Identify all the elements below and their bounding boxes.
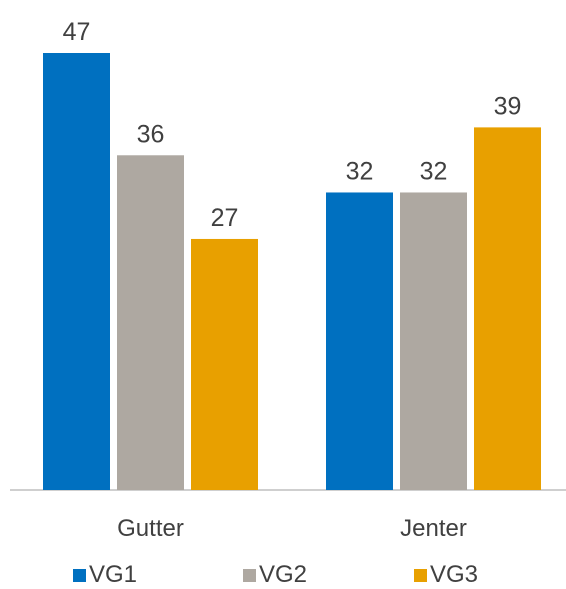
- value-label-vg2-jenter: 32: [420, 157, 448, 185]
- legend-label-vg1: VG1: [89, 561, 138, 588]
- bar-chart: 47 36 27 32 32 39 Gutter Jenter: [10, 18, 566, 542]
- legend-swatch-vg2: [243, 568, 256, 582]
- bar-vg3-jenter: [474, 127, 541, 490]
- legend-item-vg2: VG2: [243, 561, 307, 589]
- legend-item-vg3: VG3: [414, 561, 478, 589]
- category-label-gutter: Gutter: [117, 515, 184, 542]
- value-label-vg3-gutter: 27: [211, 204, 239, 232]
- bar-vg1-gutter: [43, 53, 110, 490]
- value-label-vg1-jenter: 32: [346, 157, 374, 185]
- bar-vg1-jenter: [326, 192, 393, 490]
- value-label-vg3-jenter: 39: [494, 92, 522, 120]
- legend-item-vg1: VG1: [73, 561, 137, 589]
- bar-vg2-gutter: [117, 155, 184, 490]
- legend-label-vg3: VG3: [430, 561, 479, 588]
- value-labels-group: 47 36 27 32 32 39: [63, 18, 522, 232]
- legend-swatch-vg1: [73, 568, 86, 582]
- legend-label-vg2: VG2: [259, 561, 308, 588]
- bars-group: [43, 53, 541, 490]
- legend: VG1 VG2 VG3: [0, 561, 566, 589]
- bar-vg2-jenter: [400, 192, 467, 490]
- category-labels-group: Gutter Jenter: [117, 515, 467, 542]
- legend-swatch-vg3: [414, 568, 427, 582]
- category-label-jenter: Jenter: [400, 515, 467, 542]
- value-label-vg1-gutter: 47: [63, 18, 91, 46]
- bar-vg3-gutter: [191, 238, 258, 490]
- value-label-vg2-gutter: 36: [137, 120, 165, 148]
